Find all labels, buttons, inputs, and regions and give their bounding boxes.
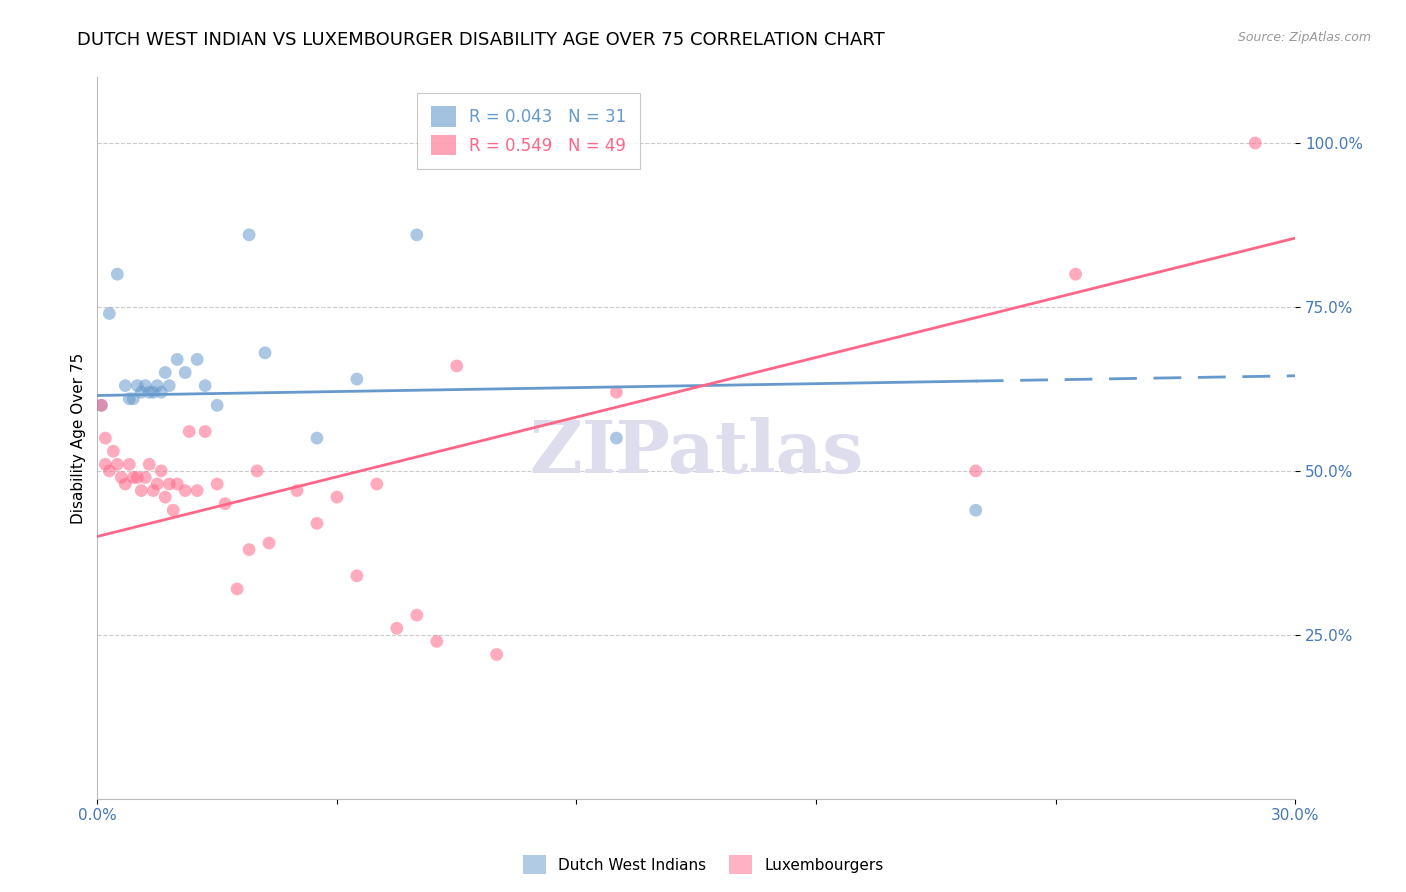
Point xyxy=(1064,267,1087,281)
Point xyxy=(110,470,132,484)
Point xyxy=(98,306,121,320)
Point xyxy=(105,458,128,472)
Legend: R = 0.043   N = 31, R = 0.549   N = 49: R = 0.043 N = 31, R = 0.549 N = 49 xyxy=(418,93,640,169)
Point xyxy=(346,569,368,583)
Point xyxy=(127,470,149,484)
Point xyxy=(127,378,149,392)
Point xyxy=(142,385,165,400)
Point xyxy=(238,542,260,557)
Point xyxy=(157,378,180,392)
Point xyxy=(138,385,160,400)
Point xyxy=(385,621,408,635)
Point xyxy=(114,477,136,491)
Point xyxy=(118,392,141,406)
Point xyxy=(98,464,121,478)
Point xyxy=(134,378,156,392)
Point xyxy=(155,490,177,504)
Point xyxy=(605,431,627,445)
Point xyxy=(214,497,236,511)
Point xyxy=(103,444,125,458)
Point xyxy=(122,392,145,406)
Point xyxy=(138,458,160,472)
Point xyxy=(146,477,169,491)
Point xyxy=(150,464,173,478)
Point xyxy=(129,483,152,498)
Point xyxy=(965,503,987,517)
Point xyxy=(94,431,117,445)
Point xyxy=(114,378,136,392)
Point xyxy=(157,477,180,491)
Point xyxy=(426,634,449,648)
Point xyxy=(162,503,184,517)
Point xyxy=(246,464,269,478)
Point xyxy=(366,477,388,491)
Point xyxy=(155,366,177,380)
Point xyxy=(122,470,145,484)
Point xyxy=(446,359,468,373)
Point xyxy=(105,267,128,281)
Text: DUTCH WEST INDIAN VS LUXEMBOURGER DISABILITY AGE OVER 75 CORRELATION CHART: DUTCH WEST INDIAN VS LUXEMBOURGER DISABI… xyxy=(77,31,886,49)
Point xyxy=(150,385,173,400)
Point xyxy=(326,490,349,504)
Point xyxy=(146,378,169,392)
Point xyxy=(305,431,328,445)
Point xyxy=(205,477,228,491)
Point xyxy=(305,516,328,531)
Point xyxy=(94,458,117,472)
Point xyxy=(1244,136,1267,150)
Point xyxy=(142,483,165,498)
Point xyxy=(285,483,308,498)
Point xyxy=(346,372,368,386)
Point xyxy=(186,352,208,367)
Point xyxy=(965,464,987,478)
Point xyxy=(118,458,141,472)
Point xyxy=(485,648,508,662)
Point xyxy=(90,398,112,412)
Point xyxy=(238,227,260,242)
Point xyxy=(205,398,228,412)
Y-axis label: Disability Age Over 75: Disability Age Over 75 xyxy=(72,352,86,524)
Point xyxy=(405,608,427,623)
Point xyxy=(174,483,197,498)
Point xyxy=(194,425,217,439)
Point xyxy=(134,470,156,484)
Legend: Dutch West Indians, Luxembourgers: Dutch West Indians, Luxembourgers xyxy=(516,849,890,880)
Text: ZIPatlas: ZIPatlas xyxy=(529,417,863,488)
Text: Source: ZipAtlas.com: Source: ZipAtlas.com xyxy=(1237,31,1371,45)
Point xyxy=(605,385,627,400)
Point xyxy=(129,385,152,400)
Point xyxy=(226,582,249,596)
Point xyxy=(257,536,280,550)
Point xyxy=(405,227,427,242)
Point xyxy=(179,425,201,439)
Point xyxy=(90,398,112,412)
Point xyxy=(174,366,197,380)
Point xyxy=(166,352,188,367)
Point xyxy=(194,378,217,392)
Point xyxy=(254,346,277,360)
Point xyxy=(186,483,208,498)
Point xyxy=(166,477,188,491)
